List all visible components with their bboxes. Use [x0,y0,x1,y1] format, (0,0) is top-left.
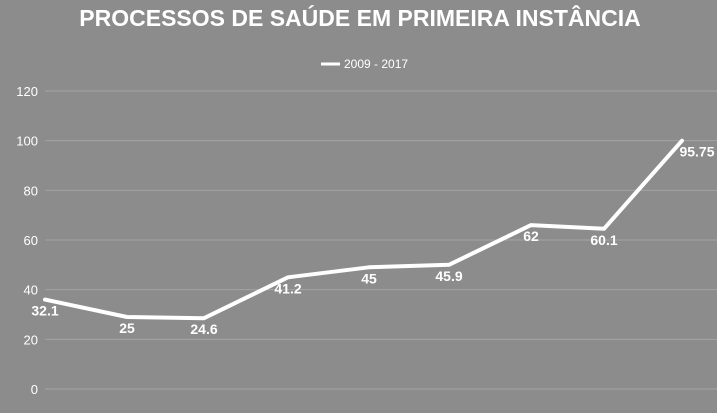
y-tick-label: 0 [31,382,38,397]
y-tick-label: 100 [16,134,38,149]
chart-title: PROCESSOS DE SAÚDE EM PRIMEIRA INSTÂNCIA [79,4,640,31]
data-label: 45.9 [435,268,462,284]
data-label: 60.1 [590,232,617,248]
data-label: 25 [119,320,135,336]
data-label: 95.75 [679,144,714,160]
y-tick-label: 60 [24,233,38,248]
y-tick-label: 40 [24,283,38,298]
y-axis-ticks: 0 20 40 60 80 100 120 [16,84,38,397]
series-line [43,138,684,321]
y-tick-label: 80 [24,183,38,198]
data-label: 32.1 [31,303,58,319]
legend: 2009 - 2017 [321,57,408,71]
gridlines [45,90,717,390]
data-label: 24.6 [190,321,217,337]
y-tick-label: 20 [24,332,38,347]
legend-label: 2009 - 2017 [344,57,408,71]
data-label: 41.2 [274,280,301,296]
data-labels: 32.1 25 24.6 41.2 45 45.9 62 60.1 95.75 [31,144,714,338]
y-tick-label: 120 [16,84,38,99]
data-label: 62 [523,228,539,244]
data-label: 45 [361,270,377,286]
